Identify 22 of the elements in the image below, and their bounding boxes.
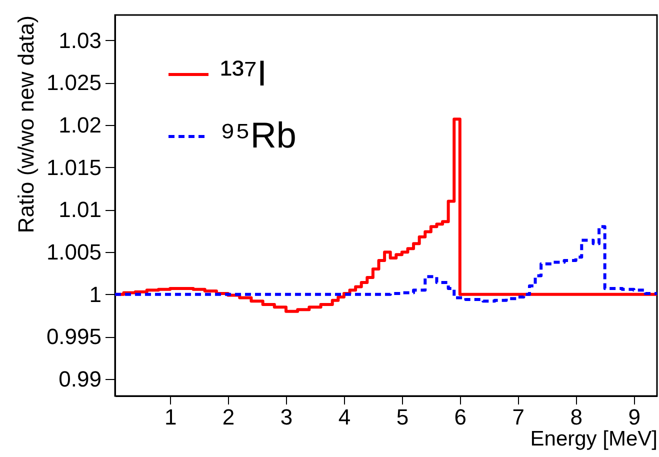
legend-label: ¹³⁷I <box>220 52 268 94</box>
x-tick-label: 5 <box>396 404 409 430</box>
x-axis-title: Energy [MeV] <box>530 428 658 450</box>
y-tick-label: 1 <box>89 282 102 307</box>
y-tick-label: 1.01 <box>58 197 102 222</box>
x-tick-label: 4 <box>338 404 351 430</box>
y-tick-label: 1.005 <box>46 240 102 265</box>
x-tick-label: 6 <box>454 404 467 430</box>
y-tick-label: 1.02 <box>58 112 102 138</box>
y-tick-label: 1.025 <box>46 70 102 96</box>
x-tick-label: 8 <box>570 404 582 430</box>
y-tick-label: 1.03 <box>58 28 102 53</box>
y-tick-label: 1.015 <box>46 154 102 180</box>
x-tick-label: 1 <box>164 404 177 430</box>
x-tick-label: 7 <box>512 404 524 430</box>
x-tick-label: 3 <box>280 404 293 430</box>
x-tick-label: 9 <box>628 404 640 430</box>
x-tick-label: 2 <box>222 404 235 430</box>
y-axis-title: Ratio (w/wo new data) <box>13 16 38 234</box>
legend-label: ⁹⁵Rb <box>220 114 296 156</box>
y-tick-label: 0.995 <box>46 324 102 350</box>
y-tick-label: 0.99 <box>58 366 102 392</box>
